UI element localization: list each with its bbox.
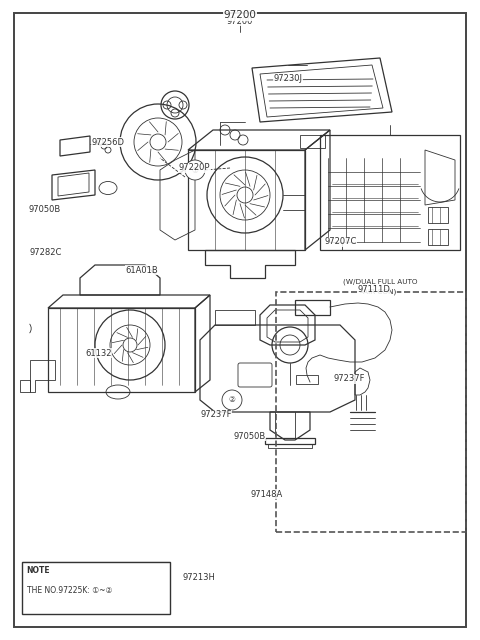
Bar xyxy=(428,207,448,223)
Bar xyxy=(22,562,170,614)
Text: 97207C: 97207C xyxy=(324,237,357,246)
Text: THE NO.97225K: ①~②: THE NO.97225K: ①~② xyxy=(26,586,112,595)
Text: (W/DUAL FULL AUTO: (W/DUAL FULL AUTO xyxy=(343,279,417,285)
Bar xyxy=(276,292,466,532)
Text: 97148A: 97148A xyxy=(250,490,283,499)
Text: 97230J: 97230J xyxy=(274,74,302,83)
Text: 97050B: 97050B xyxy=(233,432,266,441)
Text: 97200: 97200 xyxy=(224,10,256,20)
Text: 97200: 97200 xyxy=(227,17,253,26)
Circle shape xyxy=(222,390,242,410)
Circle shape xyxy=(185,160,205,180)
Text: 61132: 61132 xyxy=(85,349,112,358)
Text: 97220P: 97220P xyxy=(179,163,210,172)
Text: NOTE: NOTE xyxy=(26,566,50,575)
Bar xyxy=(428,229,448,245)
Text: 61A01B: 61A01B xyxy=(125,266,158,275)
Text: ①: ① xyxy=(192,166,198,175)
Text: 97256D: 97256D xyxy=(92,138,124,147)
Text: 97050B: 97050B xyxy=(28,205,60,214)
Text: ②: ② xyxy=(228,396,235,404)
Text: 97237F: 97237F xyxy=(200,410,232,419)
Text: AIR CON): AIR CON) xyxy=(363,289,396,295)
Text: 97237F: 97237F xyxy=(334,374,365,383)
Text: 97213H: 97213H xyxy=(183,573,216,582)
Text: 97111D: 97111D xyxy=(357,285,390,294)
Text: 97282C: 97282C xyxy=(29,248,62,257)
